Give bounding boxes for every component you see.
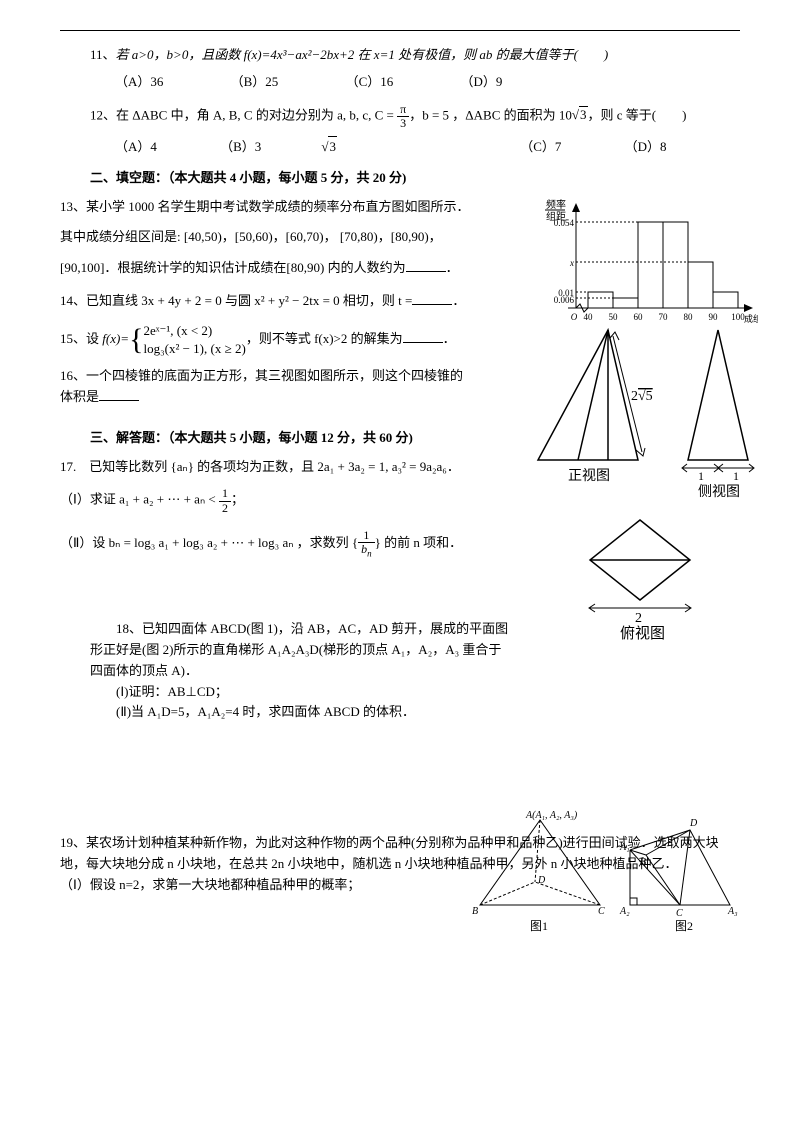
q12-stem-a: 在 ΔABC 中，角 A, B, C 的对边分别为 a, b, c, C = [116,107,397,122]
question-12: 12、在 ΔABC 中，角 A, B, C 的对边分别为 a, b, c, C … [60,103,740,158]
q18-stem: 18、已知四面体 ABCD(图 1)，沿 AB，AC，AD 剪开，展成的平面图形… [90,619,510,681]
svg-text:B: B [640,857,646,868]
svg-text:图2: 图2 [675,919,693,933]
svg-text:1: 1 [698,469,704,483]
svg-text:2√5: 2√5 [631,389,653,404]
three-view-figure: 2√5 正视图 1 1 侧视图 [523,320,758,507]
svg-text:A₂: A₂ [619,906,630,917]
svg-text:B: B [472,906,478,917]
q13-blank[interactable] [406,259,446,272]
svg-text:侧视图: 侧视图 [698,484,740,500]
q15-blank[interactable] [403,330,443,343]
q12-options: （A）4 （B）33 （C）7 （D）8 [115,136,740,158]
svg-text:正视图: 正视图 [568,468,610,484]
q11-opt-a[interactable]: （A）36 [115,72,163,93]
q15: 15、设 f(x)={2eˣ⁻¹, (x < 2)log₃(x² − 1), (… [60,322,470,358]
svg-text:A₃: A₃ [727,906,738,917]
histogram-figure: 频率 组距 0.054 x 0.01 0.006 40 50 60 70 80 … [538,198,758,335]
svg-text:0.006: 0.006 [554,295,575,305]
q13-line2: 其中成绩分组区间是: [40,50)，[50,60)，[60,70)， [70,… [60,227,470,248]
q12-opt-a[interactable]: （A）4 [115,137,157,158]
question-18: 18、已知四面体 ABCD(图 1)，沿 AB，AC，AD 剪开，展成的平面图形… [90,619,510,723]
svg-text:D: D [537,875,546,886]
svg-text:图1: 图1 [530,919,548,933]
svg-text:A₁: A₁ [619,842,630,853]
q12-opt-d[interactable]: （D）8 [625,137,667,158]
q12-num: 12、 [90,107,116,122]
q12-pi3: π3 [397,103,409,130]
q18-figures: A(A₁, A₂, A₃) B C D 图1 A₁ A₂ A₃ D B C 图2 [470,810,740,957]
q11-stem: 若 a>0，b>0，且函数 f(x)=4x³−ax²−2bx+2 在 x=1 处… [116,47,609,62]
q11-num: 11、 [90,47,116,62]
q13-line1: 13、某小学 1000 名学生期中考试数学成绩的频率分布直方图如图所示． [60,197,470,218]
svg-text:A(A₁, A₂, A₃): A(A₁, A₂, A₃) [525,810,578,821]
svg-text:2: 2 [635,611,642,626]
q13-line3: [90,100]．根据统计学的知识估计成绩在[80,90) 内的人数约为． [60,258,470,279]
q16-blank[interactable] [99,388,139,401]
page-top-rule [60,30,740,31]
q11-opt-d[interactable]: （D）9 [460,72,502,93]
svg-text:1: 1 [733,469,739,483]
q14: 14、已知直线 3x + 4y + 2 = 0 与圆 x² + y² − 2tx… [60,291,470,312]
question-11: 11、若 a>0，b>0，且函数 f(x)=4x³−ax²−2bx+2 在 x=… [60,45,740,93]
q11-opt-c[interactable]: （C）16 [346,72,394,93]
q15-piecewise: 2eˣ⁻¹, (x < 2)log₃(x² − 1), (x ≥ 2) [143,322,245,358]
section-2-title: 二、填空题：（本大题共 4 小题，每小题 5 分，共 20 分) [90,168,740,189]
svg-text:俯视图: 俯视图 [620,625,665,640]
svg-text:C: C [598,906,605,917]
q16: 16、一个四棱锥的底面为正方形，其三视图如图所示，则这个四棱锥的体积是 [60,366,470,408]
svg-text:C: C [676,908,683,919]
sqrt3-icon: 3 [572,105,588,126]
q18-p1: (Ⅰ)证明：AB⊥CD； [90,682,510,703]
svg-text:x: x [569,258,574,268]
q12-opt-b[interactable]: （B）33 [220,136,457,158]
svg-text:频率: 频率 [546,198,566,211]
q14-blank[interactable] [412,292,452,305]
q12-stem-b: ，b = 5 ，ΔABC 的面积为 10 [409,107,572,122]
q11-options: （A）36 （B）25 （C）16 （D）9 [115,72,740,93]
svg-text:D: D [689,818,698,829]
brace-icon: { [129,326,143,353]
q12-opt-c[interactable]: （C）7 [520,137,561,158]
top-view-figure: 2 俯视图 [575,510,705,647]
q11-opt-b[interactable]: （B）25 [231,72,279,93]
q18-p2: (Ⅱ)当 A₁D=5，A₁A₂=4 时，求四面体 ABCD 的体积． [90,702,510,723]
svg-text:0.054: 0.054 [554,218,575,228]
q12-stem-c: ，则 c 等于( ) [588,107,687,122]
